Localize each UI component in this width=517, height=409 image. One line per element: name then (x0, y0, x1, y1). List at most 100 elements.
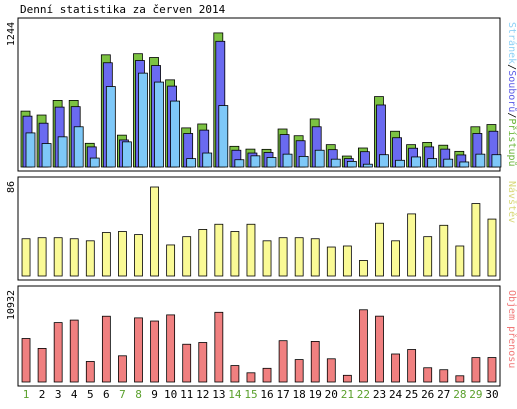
bar-bottom (134, 317, 143, 383)
y-max-label-top: 1244 (6, 22, 17, 46)
bar-middle (439, 224, 449, 277)
bar-bottom (439, 369, 449, 383)
x-tick-label: 28 (453, 388, 466, 401)
bar-bottom (166, 314, 176, 383)
bar-middle (455, 245, 465, 277)
x-tick-label: 24 (389, 388, 403, 401)
x-tick-label: 8 (135, 388, 142, 401)
bar-middle (471, 203, 481, 277)
bar-stranek (346, 161, 357, 168)
bar-bottom (37, 348, 47, 383)
legend-entry: Objem přenosu (506, 290, 517, 368)
bar-bottom (487, 357, 497, 383)
bar-middle (150, 186, 159, 277)
bar-middle (118, 231, 127, 277)
bar-stranek (411, 156, 422, 168)
bar-stranek (154, 81, 164, 168)
bar-bottom (118, 355, 127, 383)
chart-title: Denní statistika za červen 2014 (20, 3, 226, 16)
x-tick-label: 4 (71, 388, 78, 401)
bar-bottom (214, 311, 224, 383)
bar-stranek (362, 163, 373, 168)
x-tick-label: 29 (469, 388, 482, 401)
bar-stranek (57, 136, 68, 168)
x-tick-label: 27 (437, 388, 450, 401)
x-tick-label: 6 (103, 388, 110, 401)
bar-stranek (122, 141, 132, 168)
legend-entry: Stránek (506, 22, 517, 64)
bar-bottom (198, 342, 208, 383)
legend-entry: / (506, 64, 517, 70)
bar-bottom (182, 343, 192, 383)
x-tick-label: 20 (325, 388, 338, 401)
bar-bottom (69, 319, 79, 383)
bar-middle (214, 223, 224, 277)
legend-entry: / (506, 112, 517, 118)
bar-middle (53, 237, 63, 277)
x-tick-label: 11 (180, 388, 193, 401)
x-tick-label: 26 (421, 388, 434, 401)
x-tick-label: 5 (87, 388, 94, 401)
x-tick-label: 17 (276, 388, 289, 401)
bar-bottom (455, 375, 465, 383)
bar-bottom (278, 340, 288, 383)
x-tick-label: 15 (244, 388, 257, 401)
bar-bottom (375, 315, 384, 383)
bar-middle (487, 218, 497, 277)
legend-entry: Souborů (506, 70, 517, 112)
bar-middle (134, 234, 143, 277)
bar-bottom (342, 374, 352, 383)
bar-bottom (101, 315, 111, 383)
bar-stranek (89, 157, 100, 168)
bar-stranek (443, 158, 454, 168)
x-tick-label: 25 (405, 388, 418, 401)
bar-stranek (395, 159, 405, 168)
bar-bottom (326, 358, 336, 383)
bar-middle (182, 236, 192, 277)
bar-stranek (170, 100, 181, 168)
bar-bottom (407, 349, 417, 383)
panel-frame-bottom (17, 285, 501, 387)
bar-middle (423, 236, 433, 277)
bar-bottom (359, 309, 368, 383)
legend-entry: Návštěv (506, 181, 517, 223)
bar-bottom (21, 338, 31, 383)
x-tick-label: 7 (119, 388, 126, 401)
y-max-label-bottom: 10932 (6, 290, 17, 320)
bar-bottom (53, 322, 63, 383)
bar-middle (166, 244, 176, 277)
bar-stranek (138, 72, 148, 168)
bar-middle (310, 238, 320, 277)
legend-bottom: Objem přenosu (506, 290, 517, 368)
x-tick-label: 30 (485, 388, 498, 401)
bar-middle (294, 237, 304, 277)
bar-bottom (150, 320, 159, 383)
bar-middle (359, 260, 368, 277)
bar-stranek (475, 153, 486, 168)
panel-frame-middle (17, 176, 501, 281)
bar-middle (407, 213, 417, 277)
bar-stranek (25, 132, 36, 168)
bar-middle (69, 238, 79, 277)
bar-bottom (294, 359, 304, 383)
x-tick-label: 18 (293, 388, 306, 401)
x-tick-label: 16 (260, 388, 273, 401)
bar-bottom (246, 372, 256, 383)
bar-bottom (262, 367, 272, 383)
x-tick-label: 21 (341, 388, 354, 401)
x-tick-label: 10 (164, 388, 177, 401)
x-tick-label: 1 (23, 388, 30, 401)
bar-stranek (459, 161, 470, 168)
bar-stranek (330, 158, 341, 168)
bar-middle (246, 223, 256, 277)
x-tick-label: 2 (39, 388, 46, 401)
x-tick-label: 19 (309, 388, 322, 401)
bar-bottom (471, 357, 481, 383)
bar-middle (101, 232, 111, 277)
bar-stranek (73, 126, 84, 168)
bar-middle (230, 231, 240, 277)
x-tick-label: 12 (196, 388, 209, 401)
bar-stranek (282, 153, 293, 168)
x-tick-label: 3 (55, 388, 62, 401)
y-max-label-middle: 86 (6, 181, 17, 193)
